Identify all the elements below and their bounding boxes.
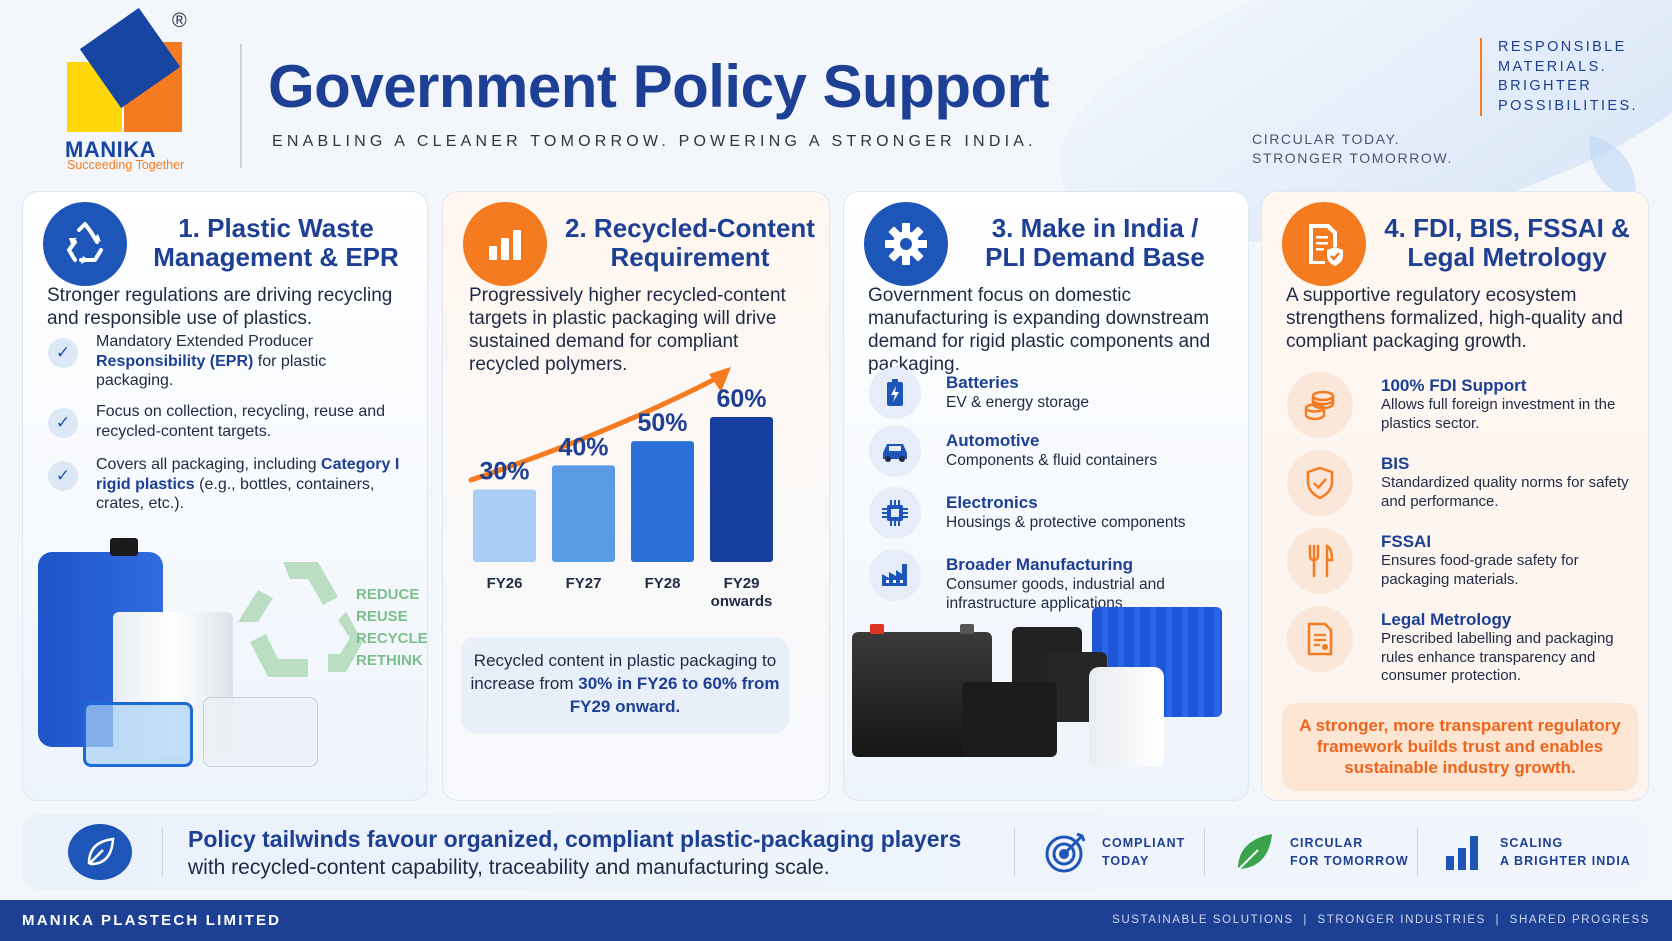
card-description: Government focus on domestic manufacturi… xyxy=(868,285,1211,375)
chart-category-label: FY28 xyxy=(645,575,681,592)
page-title: Government Policy Support xyxy=(268,53,1049,120)
factory-icon xyxy=(869,549,921,601)
chart-category-label: FY26 xyxy=(487,575,523,592)
chart-bar xyxy=(631,441,694,562)
chart-bar xyxy=(710,417,773,562)
leaf-icon xyxy=(68,824,132,880)
banner-divider xyxy=(1417,828,1418,876)
chart-category-label: FY27 xyxy=(566,575,602,592)
card-description: Progressively higher recycled-content ta… xyxy=(469,285,786,375)
footer: MANIKA PLASTECH LIMITED SUSTAINABLE SOLU… xyxy=(0,900,1672,941)
chart-category-label: onwards xyxy=(711,593,773,610)
bullet-item: ✓ Mandatory Extended Producer Responsibi… xyxy=(48,332,408,391)
target-icon xyxy=(1045,832,1086,873)
footer-tags: SUSTAINABLE SOLUTIONS | STRONGER INDUSTR… xyxy=(1112,914,1650,926)
coins-icon xyxy=(1287,372,1353,438)
banner-divider xyxy=(1204,828,1205,876)
label-document-icon xyxy=(1287,606,1353,672)
banner-subtitle: with recycled-content capability, tracea… xyxy=(188,856,830,879)
manika-logo: ® MANIKA Succeeding Together xyxy=(62,7,202,172)
battery-icon xyxy=(869,367,921,419)
banner-divider xyxy=(162,828,163,876)
banner-divider xyxy=(1014,828,1015,876)
page-subtitle: ENABLING A CLEANER TOMORROW. POWERING A … xyxy=(272,133,1037,150)
recycle-words: REDUCE REUSE RECYCLE RETHINK xyxy=(356,586,428,669)
card-recycled-content: 2. Recycled-Content Requirement Progressi… xyxy=(442,191,830,801)
leaf-decoration-icon xyxy=(1580,135,1645,200)
trend-arrowhead xyxy=(709,367,731,392)
car-icon xyxy=(869,425,921,477)
growth-bars-icon xyxy=(1446,836,1478,870)
document-shield-icon xyxy=(1282,202,1366,286)
checkmark-icon: ✓ xyxy=(48,461,78,491)
registered-mark: ® xyxy=(172,10,187,32)
card-title: 3. Make in India / PLI Demand Base xyxy=(985,213,1205,272)
header: ® MANIKA Succeeding Together Government … xyxy=(0,0,1672,200)
brand-tagline: Succeeding Together xyxy=(67,158,185,172)
checkmark-icon: ✓ xyxy=(48,338,78,368)
chart-bar xyxy=(473,489,536,562)
card-title: 1. Plastic Waste Management & EPR xyxy=(153,213,399,272)
chart-value-label: 60% xyxy=(716,385,766,413)
policy-banner: Policy tailwinds favour organized, compl… xyxy=(22,814,1649,890)
trend-arrow xyxy=(468,373,724,483)
chart-value-label: 30% xyxy=(479,458,529,486)
checkmark-icon: ✓ xyxy=(48,408,78,438)
chart-bar xyxy=(552,465,615,562)
banner-title: Policy tailwinds favour organized, compl… xyxy=(188,826,962,852)
chart-category-label: FY29 xyxy=(724,575,760,592)
plastic-containers-illustration: REDUCE REUSE RECYCLE RETHINK xyxy=(38,538,427,797)
recycle-symbol-icon xyxy=(238,562,363,677)
card-description: A supportive regulatory ecosystem streng… xyxy=(1286,285,1623,352)
chip-icon xyxy=(869,487,921,539)
header-divider xyxy=(240,44,242,168)
company-name: MANIKA PLASTECH LIMITED xyxy=(22,912,282,929)
chart-callout: Recycled content in plastic packaging to… xyxy=(461,637,789,733)
regulatory-callout: A stronger, more transparent regulatory … xyxy=(1282,703,1638,791)
card-plastic-waste-epr: 1. Plastic Waste Management & EPR Stronge… xyxy=(22,191,428,801)
card-title: 2. Recycled-Content Requirement xyxy=(565,213,815,272)
leaf-icon xyxy=(1237,834,1272,871)
bullet-item: ✓ Covers all packaging, including Catego… xyxy=(48,455,408,514)
bar-chart-icon xyxy=(463,202,547,286)
card-fdi-bis-fssai: 4. FDI, BIS, FSSAI & Legal Metrology A su… xyxy=(1261,191,1649,801)
brand-name: MANIKA xyxy=(65,137,156,162)
recycle-icon xyxy=(43,202,127,286)
industrial-plastics-illustration xyxy=(852,607,1242,797)
chart-value-label: 40% xyxy=(558,433,608,461)
header-tagline: RESPONSIBLE MATERIALS. BRIGHTER POSSIBIL… xyxy=(1480,38,1638,116)
bullet-item: ✓ Focus on collection, recycling, reuse … xyxy=(48,402,408,441)
shield-check-icon xyxy=(1287,450,1353,516)
header-sub-tagline: CIRCULAR TODAY. STRONGER TOMORROW. xyxy=(1252,131,1453,166)
card-make-in-india: 3. Make in India / PLI Demand Base Govern… xyxy=(843,191,1249,801)
gear-icon xyxy=(864,202,948,286)
card-title: 4. FDI, BIS, FSSAI & Legal Metrology xyxy=(1384,213,1630,272)
card-description: Stronger regulations are driving recycli… xyxy=(47,285,393,329)
fork-knife-icon xyxy=(1287,528,1353,594)
chart-value-label: 50% xyxy=(637,409,687,437)
